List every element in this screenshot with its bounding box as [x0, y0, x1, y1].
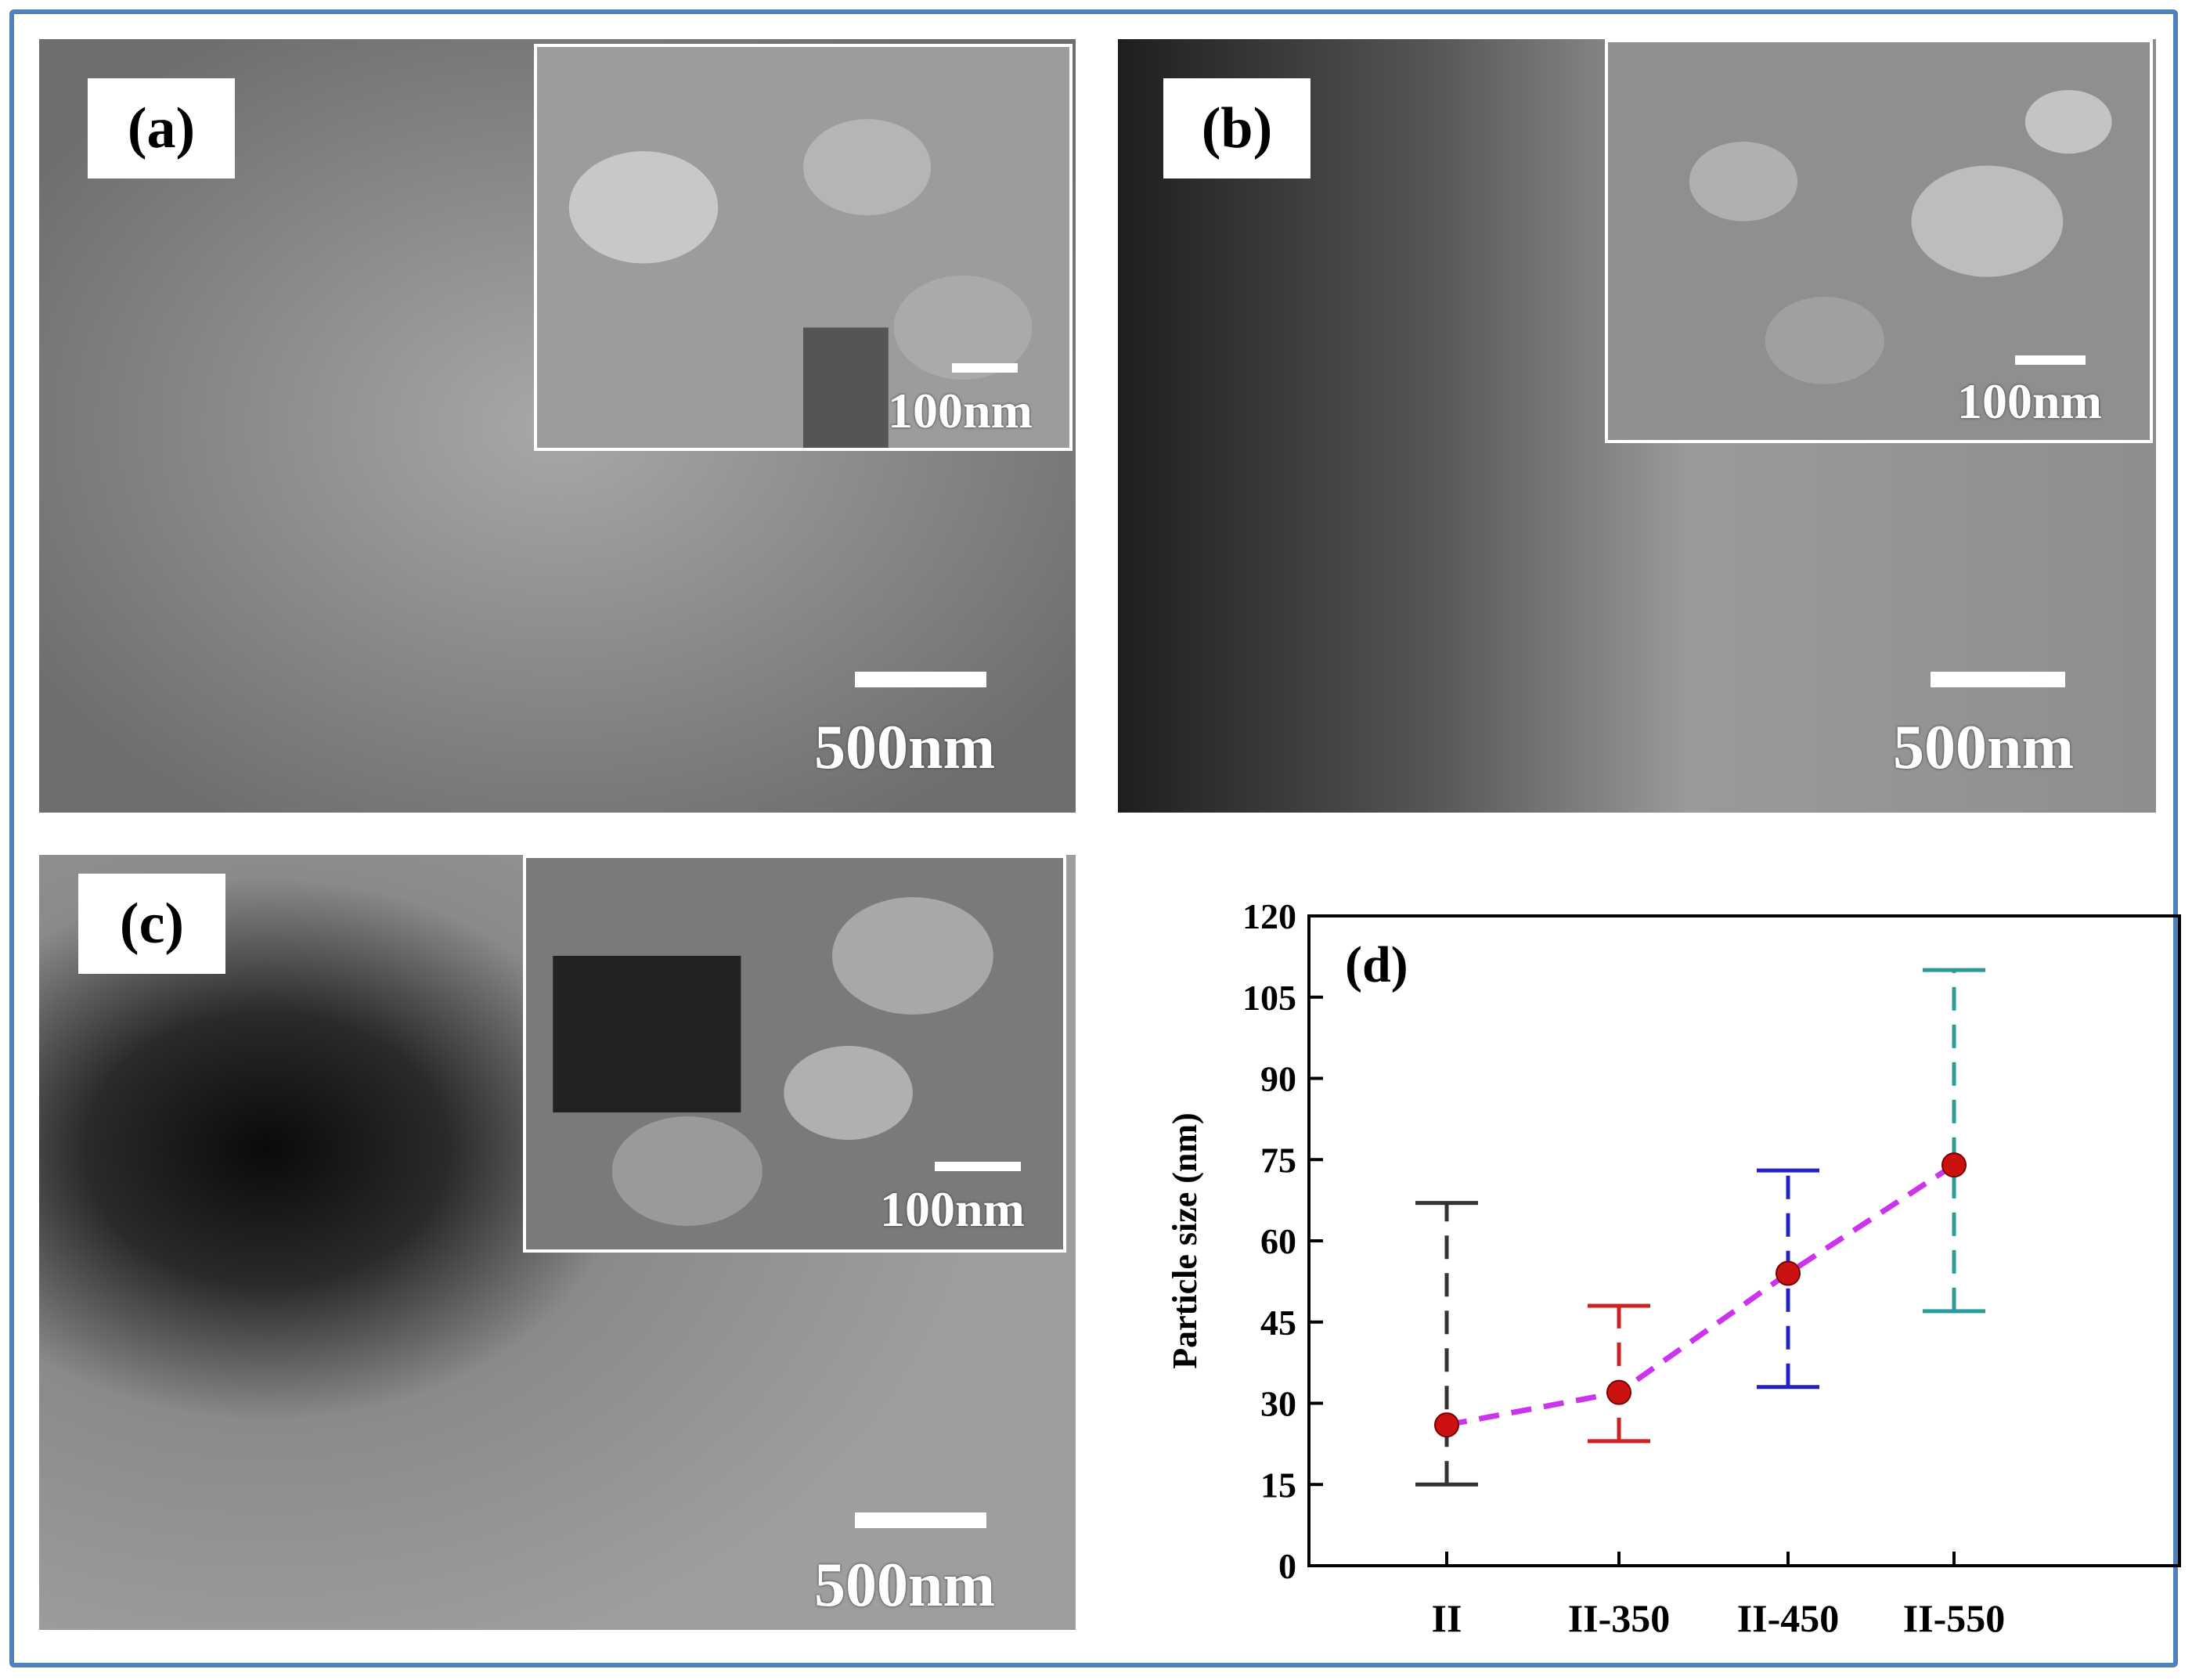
inset-scale-label: 100nm: [888, 383, 1033, 438]
main-scale-bar: [1931, 672, 2065, 687]
inset-image-b: 100nm: [1605, 39, 2153, 443]
data-point: [1434, 1412, 1459, 1438]
main-scale-label: 500nm: [1893, 713, 2075, 782]
particle-size-chart: (d) Particle size (nm) 0 15 30 45 60 75 90 105 1…: [1166, 896, 2181, 1640]
panel-label-d: (d): [1345, 936, 1408, 993]
data-point: [1941, 1152, 1967, 1178]
figure-border: [9, 9, 2178, 1667]
panel-label-c: (c): [78, 874, 225, 974]
y-tick-label: 60: [1260, 1221, 1296, 1261]
y-tick-label: 45: [1260, 1303, 1296, 1343]
inset-image-a: 100nm: [534, 44, 1073, 451]
trend-line: [1446, 1163, 1956, 1428]
panel-label-b: (b): [1163, 78, 1311, 178]
inset-scale-bar: [935, 1162, 1021, 1171]
data-point: [1776, 1260, 1801, 1286]
chart-panel-d: (d) Particle size (nm) 0 15 30 45 60 75 90 105 1…: [1118, 861, 2192, 1680]
sem-texture: [526, 858, 1063, 1249]
plot-frame: [1307, 914, 2181, 1567]
x-tick-label: II: [1432, 1596, 1462, 1640]
inset-scale-label: 100nm: [1957, 373, 2102, 429]
sem-panel-c: 100nm (c) 500nm: [39, 855, 1076, 1630]
main-scale-bar: [855, 1512, 986, 1528]
data-point: [1606, 1379, 1631, 1405]
y-tick-label: 15: [1260, 1465, 1296, 1505]
y-tick-label: 0: [1278, 1546, 1296, 1586]
inset-image-c: 100nm: [523, 855, 1066, 1253]
inset-scale-label: 100nm: [880, 1181, 1025, 1237]
main-scale-label: 500nm: [814, 713, 996, 782]
y-axis-label: Particle size (nm): [1166, 1112, 1204, 1368]
y-tick-label: 30: [1260, 1384, 1296, 1424]
y-tick-label: 105: [1242, 978, 1296, 1018]
x-tick-label: II-550: [1903, 1596, 2006, 1640]
inset-scale-bar: [952, 363, 1018, 373]
inset-scale-bar: [2015, 355, 2086, 365]
main-scale-label: 500nm: [814, 1551, 996, 1620]
y-tick-label: 120: [1242, 896, 1296, 936]
x-tick-label: II-350: [1568, 1596, 1671, 1640]
y-tick-label: 90: [1260, 1059, 1296, 1099]
sem-panel-b: 100nm (b) 500nm: [1118, 39, 2156, 813]
x-tick-label: II-450: [1737, 1596, 1840, 1640]
main-scale-bar: [855, 672, 986, 687]
y-tick-label: 75: [1260, 1140, 1296, 1180]
sem-texture: [1608, 42, 2150, 440]
panel-label-a: (a): [88, 78, 235, 178]
sem-texture: [537, 47, 1069, 448]
sem-panel-a: 100nm (a) 500nm: [39, 39, 1076, 813]
